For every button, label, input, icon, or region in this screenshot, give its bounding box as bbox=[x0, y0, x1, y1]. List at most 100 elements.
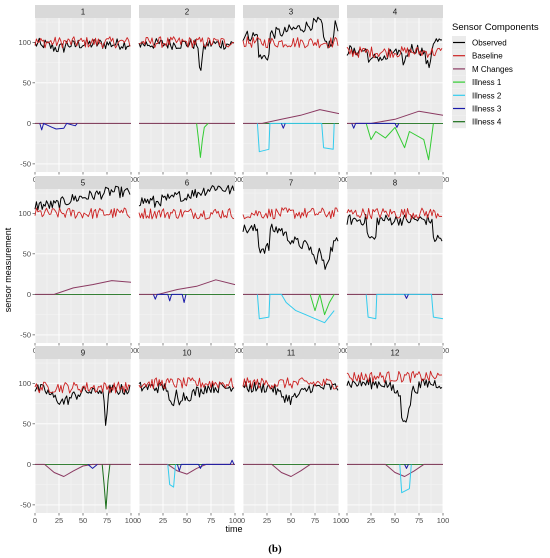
series-observed-line bbox=[242, 381, 339, 406]
series-observed-line bbox=[242, 16, 339, 61]
facet-panel-10: 100 25 50 75 100 bbox=[137, 346, 241, 525]
y-axis-title: sensor measurement bbox=[3, 227, 13, 312]
facet-strip bbox=[35, 176, 131, 189]
series-illness-3-line bbox=[87, 464, 98, 469]
facet-panel-8: 80255075100 bbox=[345, 176, 449, 355]
legend-item-baseline: Baseline bbox=[452, 49, 503, 63]
facet-strip bbox=[243, 5, 339, 18]
facet-label: 9 bbox=[81, 349, 86, 358]
y-tick-label: 50 bbox=[23, 249, 31, 258]
series-baseline-line bbox=[138, 377, 235, 390]
series-illness-3-line bbox=[351, 122, 400, 129]
facet-strip bbox=[35, 346, 131, 359]
facet-label: 11 bbox=[287, 349, 296, 358]
series-m-changes-line bbox=[243, 109, 340, 124]
legend-item-illness-3: Illness 3 bbox=[452, 102, 502, 115]
x-tick-label: 100 bbox=[437, 516, 450, 525]
y-tick-label: 100 bbox=[18, 379, 31, 388]
legend-label: Illness 1 bbox=[472, 78, 502, 87]
facet-label: 12 bbox=[391, 349, 400, 358]
legend-label: Observed bbox=[472, 39, 507, 48]
legend-item-illness-1: Illness 1 bbox=[452, 75, 502, 89]
series-illness-2-line bbox=[256, 293, 335, 324]
y-tick-label: 0 bbox=[27, 119, 31, 128]
legend-label: Illness 3 bbox=[472, 105, 502, 114]
x-tick-label: 0 bbox=[345, 516, 349, 525]
series-observed-line bbox=[138, 38, 235, 71]
facet-panel-11: 11 0 25 50 75 100 bbox=[241, 346, 345, 525]
x-tick-label: 50 bbox=[287, 516, 295, 525]
facet-strip bbox=[139, 346, 235, 359]
x-tick-label: 75 bbox=[103, 516, 111, 525]
series-m-changes-line bbox=[35, 463, 131, 477]
series-baseline-line bbox=[34, 381, 131, 394]
legend-item-illness-2: Illness 2 bbox=[452, 88, 502, 102]
x-tick-label: 25 bbox=[263, 516, 271, 525]
series-illness-3-line bbox=[176, 459, 235, 472]
series-illness-1-line bbox=[365, 123, 434, 161]
x-tick-label: 50 bbox=[391, 516, 399, 525]
x-tick-label: 75 bbox=[415, 516, 423, 525]
x-tick-label: 0 bbox=[137, 516, 141, 525]
facet-strip bbox=[347, 346, 443, 359]
y-tick-label: 50 bbox=[23, 419, 31, 428]
y-tick-label: 100 bbox=[18, 38, 31, 47]
facet-panel-6: 60255075100 bbox=[137, 176, 241, 355]
x-axis-title: time bbox=[225, 524, 242, 534]
x-tick-label: 25 bbox=[367, 516, 375, 525]
legend-item-illness-4: Illness 4 bbox=[452, 115, 502, 129]
x-tick-label: 0 bbox=[33, 516, 37, 525]
x-tick-label: 75 bbox=[311, 516, 319, 525]
x-tick-label: 100 bbox=[125, 516, 138, 525]
x-tick-label: 50 bbox=[79, 516, 87, 525]
x-tick-label: 50 bbox=[183, 516, 191, 525]
y-tick-label: 100 bbox=[18, 209, 31, 218]
facet-strip bbox=[243, 176, 339, 189]
facet-label: 4 bbox=[393, 8, 398, 17]
y-tick-label: 50 bbox=[23, 78, 31, 87]
series-illness-1-line bbox=[309, 293, 335, 316]
series-illness-3-line bbox=[39, 122, 78, 131]
legend-label: M Changes bbox=[472, 65, 513, 74]
y-tick-label: -50 bbox=[20, 500, 31, 509]
series-illness-3-line bbox=[280, 123, 286, 129]
facet-label: 8 bbox=[393, 179, 398, 188]
y-tick-label: -50 bbox=[20, 159, 31, 168]
series-illness-2-line bbox=[256, 122, 335, 153]
x-tick-label: 25 bbox=[159, 516, 167, 525]
legend-item-m-changes: M Changes bbox=[452, 62, 513, 76]
facet-strip bbox=[243, 346, 339, 359]
series-observed-line bbox=[138, 184, 235, 208]
series-observed-line bbox=[242, 223, 339, 270]
x-tick-label: 25 bbox=[55, 516, 63, 525]
legend-item-observed: Observed bbox=[452, 36, 507, 49]
series-illness-3-line bbox=[404, 464, 409, 469]
facet-strip bbox=[35, 5, 131, 18]
facet-strip bbox=[347, 176, 443, 189]
figure-caption: (b) bbox=[268, 543, 282, 555]
y-tick-label: 0 bbox=[27, 460, 31, 469]
series-baseline-line bbox=[346, 370, 443, 383]
legend-title: Sensor Components bbox=[452, 22, 539, 33]
facet-panels: 10255075100-5005010020255075100302550751… bbox=[18, 5, 449, 525]
facet-label: 1 bbox=[81, 8, 86, 17]
legend-label: Illness 4 bbox=[472, 118, 502, 127]
series-baseline-line bbox=[138, 208, 235, 220]
facet-label: 5 bbox=[81, 179, 86, 188]
series-m-changes-line bbox=[139, 279, 236, 295]
series-observed-line bbox=[34, 384, 131, 426]
series-observed-line bbox=[34, 185, 131, 211]
series-illness-1-line bbox=[196, 123, 209, 158]
series-illness-2-line bbox=[365, 293, 444, 320]
series-illness-2-line bbox=[399, 464, 412, 494]
x-tick-label: 100 bbox=[229, 516, 242, 525]
series-m-changes-line bbox=[243, 463, 339, 477]
series-observed-line bbox=[346, 377, 443, 423]
series-baseline-line bbox=[34, 36, 131, 49]
facet-strip bbox=[139, 176, 235, 189]
series-baseline-line bbox=[138, 36, 235, 49]
